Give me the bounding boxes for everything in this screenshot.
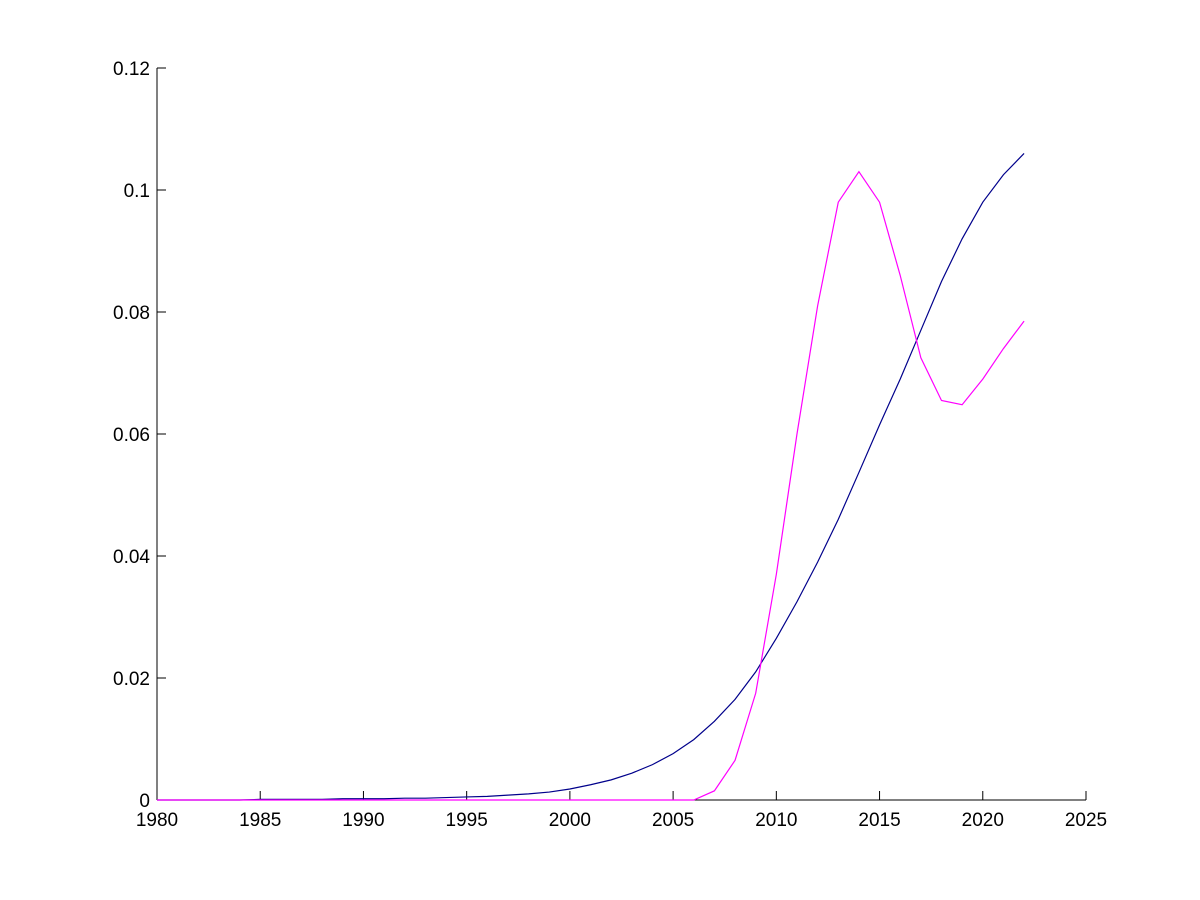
line-series [157, 152, 1025, 801]
y-tick-label: 0 [139, 791, 150, 812]
x-tick-label: 2005 [652, 810, 694, 831]
y-tick-label: 0.02 [113, 669, 150, 690]
x-tick-label: 2000 [549, 810, 591, 831]
y-tick-label: 0.1 [124, 181, 150, 202]
line-series [157, 170, 1025, 801]
x-tick-label: 2010 [755, 810, 797, 831]
x-tick-label: 2025 [1065, 810, 1107, 831]
y-tick-label: 0.06 [113, 425, 150, 446]
x-tick-label: 1995 [446, 810, 488, 831]
x-tick-label: 1985 [239, 810, 281, 831]
x-tick-label: 2015 [858, 810, 900, 831]
x-tick-label: 1980 [136, 810, 178, 831]
y-tick-label: 0.12 [113, 59, 150, 80]
x-tick-label: 2020 [962, 810, 1004, 831]
y-tick-label: 0.08 [113, 303, 150, 324]
x-tick-label: 1990 [342, 810, 384, 831]
y-tick-label: 0.04 [113, 547, 150, 568]
